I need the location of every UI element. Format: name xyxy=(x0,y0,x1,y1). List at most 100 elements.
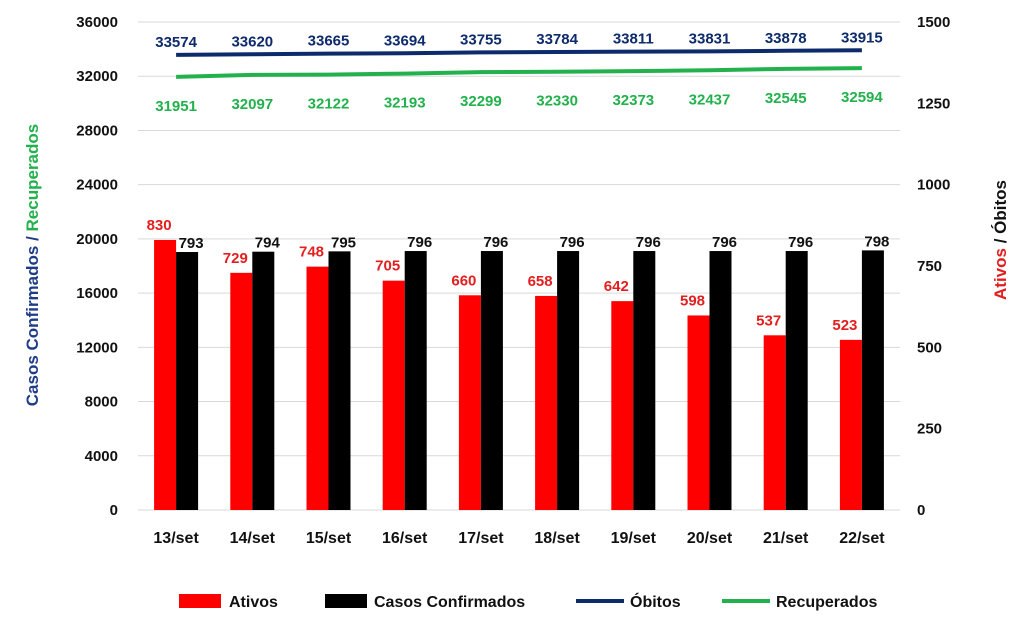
right-axis-ticks: 0 250 500 750 1000 1250 1500 xyxy=(917,14,950,519)
bar-casos-confirmados xyxy=(633,251,656,510)
right-tick-label: 0 xyxy=(917,502,925,519)
left-tick-label: 32000 xyxy=(76,68,118,85)
data-label-recuperados: 31951 xyxy=(155,98,197,115)
right-tick-label: 1500 xyxy=(917,14,950,31)
category-label: 14/set xyxy=(230,530,276,547)
lines xyxy=(176,48,862,79)
line-recuperados xyxy=(176,66,862,79)
data-label-casos-confirmados: 798 xyxy=(864,233,889,250)
bar-ativos xyxy=(230,272,253,510)
legend-swatch-casos-confirmados xyxy=(325,594,367,608)
bar-ativos xyxy=(154,239,177,510)
x-axis-categories: 13/set 14/set 15/set 16/set 17/set 18/set 19/s… xyxy=(153,530,885,547)
data-label-obitos: 33755 xyxy=(460,31,502,48)
right-axis-title: Ativos / Óbitos xyxy=(991,180,1010,300)
data-label-recuperados: 32193 xyxy=(384,95,426,112)
data-label-recuperados: 32437 xyxy=(689,91,731,108)
legend: Ativos Casos Confirmados Óbitos Recupera… xyxy=(179,592,877,611)
category-label: 21/set xyxy=(763,530,809,547)
left-tick-label: 24000 xyxy=(76,177,118,194)
data-label-obitos: 33574 xyxy=(155,34,197,51)
data-label-ativos: 598 xyxy=(680,292,705,309)
bar-casos-confirmados xyxy=(709,251,732,510)
data-label-obitos: 33620 xyxy=(231,33,273,50)
data-label-casos-confirmados: 796 xyxy=(560,234,585,251)
bar-casos-confirmados xyxy=(480,251,503,510)
left-axis-ticks: 0 4000 8000 12000 16000 20000 24000 28000 32000 3… xyxy=(76,14,118,519)
data-label-ativos: 729 xyxy=(223,250,248,267)
data-label-casos-confirmados: 796 xyxy=(636,234,661,251)
data-label-casos-confirmados: 796 xyxy=(407,234,432,251)
left-tick-label: 12000 xyxy=(76,339,118,356)
data-label-casos-confirmados: 794 xyxy=(255,235,281,252)
legend-label-obitos: Óbitos xyxy=(630,592,681,611)
category-label: 20/set xyxy=(687,530,733,547)
category-label: 19/set xyxy=(611,530,657,547)
data-label-casos-confirmados: 796 xyxy=(483,234,508,251)
data-label-casos-confirmados: 793 xyxy=(179,235,204,252)
data-label-ativos: 660 xyxy=(451,272,476,289)
data-label-ativos: 537 xyxy=(756,312,781,329)
data-label-recuperados: 32097 xyxy=(231,96,273,113)
legend-swatch-ativos xyxy=(179,594,221,608)
left-tick-label: 36000 xyxy=(76,14,118,31)
bar-casos-confirmados xyxy=(785,251,808,510)
bars xyxy=(154,239,884,511)
data-label-ativos: 658 xyxy=(528,273,553,290)
data-labels: 830 729 748 705 660 658 642 598 537 523 793 794 795 7… xyxy=(147,29,890,334)
legend-label-ativos: Ativos xyxy=(229,594,278,611)
right-tick-label: 250 xyxy=(917,421,942,438)
data-label-obitos: 33878 xyxy=(765,30,807,47)
category-label: 22/set xyxy=(839,530,885,547)
right-tick-label: 750 xyxy=(917,258,942,275)
category-label: 16/set xyxy=(382,530,428,547)
left-axis-title-part1: Casos Confirmados xyxy=(23,246,42,407)
data-label-obitos: 33811 xyxy=(613,31,654,48)
left-axis-title: Casos Confirmados / Recuperados xyxy=(23,124,42,406)
data-label-ativos: 748 xyxy=(299,244,324,261)
bar-ativos xyxy=(611,301,634,510)
data-label-obitos: 33915 xyxy=(841,29,883,46)
left-tick-label: 8000 xyxy=(85,394,118,411)
right-axis-title-part2: Óbitos xyxy=(991,180,1010,234)
bar-ativos xyxy=(306,266,329,510)
data-label-recuperados: 32594 xyxy=(841,89,883,106)
data-label-casos-confirmados: 796 xyxy=(788,234,813,251)
bar-casos-confirmados xyxy=(557,251,580,510)
right-tick-label: 1000 xyxy=(917,177,950,194)
category-label: 18/set xyxy=(534,530,580,547)
data-label-obitos: 33694 xyxy=(384,32,426,49)
data-label-obitos: 33784 xyxy=(536,31,578,48)
data-label-obitos: 33665 xyxy=(308,33,350,50)
bar-ativos xyxy=(839,339,862,510)
bar-ativos xyxy=(687,315,710,510)
bar-casos-confirmados xyxy=(328,251,351,511)
bar-casos-confirmados xyxy=(252,251,275,510)
data-label-ativos: 705 xyxy=(375,258,400,275)
data-label-recuperados: 32373 xyxy=(612,92,654,109)
line-obitos xyxy=(176,48,862,57)
data-label-ativos: 642 xyxy=(604,278,629,295)
legend-label-casos-confirmados: Casos Confirmados xyxy=(374,594,525,611)
category-label: 13/set xyxy=(153,530,199,547)
category-label: 15/set xyxy=(306,530,352,547)
left-axis-title-separator: / xyxy=(23,231,42,245)
bar-casos-confirmados xyxy=(176,252,199,510)
left-tick-label: 28000 xyxy=(76,122,118,139)
data-label-recuperados: 32299 xyxy=(460,93,502,110)
left-tick-label: 4000 xyxy=(85,448,118,465)
left-tick-label: 0 xyxy=(110,502,118,519)
left-axis-title-part2: Recuperados xyxy=(23,124,42,232)
left-tick-label: 20000 xyxy=(76,231,118,248)
data-label-casos-confirmados: 795 xyxy=(331,234,356,251)
bar-ativos xyxy=(382,280,405,510)
legend-label-recuperados: Recuperados xyxy=(776,594,877,611)
bar-casos-confirmados xyxy=(404,251,427,510)
data-label-ativos: 523 xyxy=(832,317,857,334)
bar-ativos xyxy=(535,295,558,510)
right-axis-title-separator: / xyxy=(991,234,1010,248)
data-label-casos-confirmados: 796 xyxy=(712,234,737,251)
right-tick-label: 500 xyxy=(917,339,942,356)
category-label: 17/set xyxy=(458,530,504,547)
